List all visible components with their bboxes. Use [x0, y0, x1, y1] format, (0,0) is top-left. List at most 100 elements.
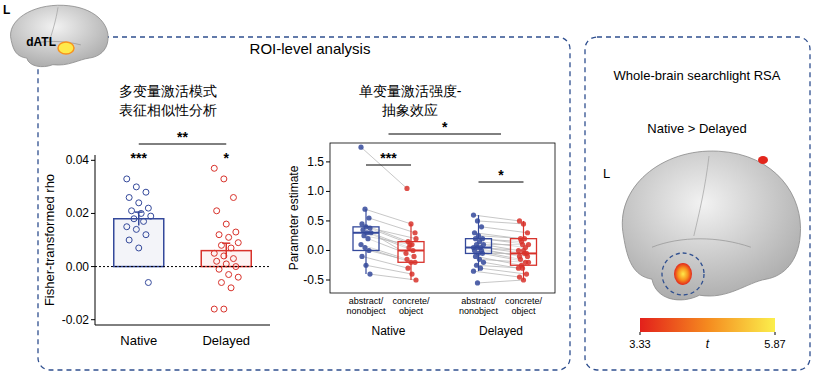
y-tick-label: 1.5: [307, 155, 324, 169]
colorbar-label: t: [706, 337, 710, 351]
subject-point: [226, 234, 232, 240]
subject-point: [235, 274, 241, 280]
subject-point: [136, 200, 142, 206]
contrast-label: Native > Delayed: [647, 121, 746, 136]
subject-point: [214, 208, 220, 214]
subject-point: [405, 266, 410, 271]
label-line: concrete/: [505, 296, 543, 306]
chart-title: 单变量激活强度-抽象效应: [359, 83, 462, 118]
subject-point: [133, 184, 139, 190]
subject-point: [471, 212, 476, 217]
significance: *: [224, 150, 230, 166]
subject-point: [411, 254, 416, 259]
rsa-chart: 多变量激活模式表征相似性分析-0.020.000.020.04Fisher-tr…: [42, 83, 270, 348]
subject-point: [478, 266, 483, 271]
subject-point: [403, 251, 408, 256]
subject-point: [520, 242, 525, 247]
pair-line: [478, 280, 524, 283]
subject-point: [228, 245, 234, 251]
subject-point: [221, 253, 227, 259]
pair-line: [361, 147, 407, 188]
whisker: [365, 250, 366, 274]
x-tick-label: abstract/nonobject: [459, 296, 499, 316]
whisker: [410, 262, 411, 280]
subject-point: [520, 266, 525, 271]
subject-point: [136, 245, 142, 251]
x-tick-label: Delayed: [202, 333, 250, 348]
subject-point: [365, 236, 370, 241]
pair-line: [474, 215, 520, 221]
significance: *: [442, 119, 448, 135]
roi-label: dATL: [26, 35, 56, 49]
subject-point: [218, 242, 224, 248]
subject-point: [523, 260, 528, 265]
zero-line: [95, 266, 270, 267]
subject-point: [228, 285, 234, 291]
subject-point: [516, 248, 521, 253]
subject-point: [359, 254, 364, 259]
colorbar-tick: [775, 332, 776, 335]
figure: LdATLROI-level analysis多变量激活模式表征相似性分析-0.…: [0, 0, 817, 382]
subject-point: [211, 250, 217, 256]
subject-point: [221, 176, 227, 182]
subject-point: [221, 306, 227, 312]
subject-point: [214, 258, 220, 264]
label-line: abstract/: [349, 296, 384, 306]
subject-point: [230, 256, 236, 262]
subject-point: [133, 226, 139, 232]
subject-point: [216, 232, 222, 238]
subject-point: [141, 218, 147, 224]
subject-point: [235, 240, 241, 246]
whisker: [410, 224, 411, 242]
colorbar-tick: [640, 332, 641, 335]
x-tick-label: Native: [120, 333, 157, 348]
subject-point: [223, 221, 229, 227]
subject-point: [366, 215, 371, 220]
subject-point: [233, 229, 239, 235]
brain-outline: [11, 5, 109, 66]
y-label: Parameter estimate: [287, 165, 301, 270]
roi-panel: [38, 37, 570, 370]
group-label: Native: [371, 324, 405, 338]
subject-point: [124, 176, 130, 182]
y-tick-label: 0.00: [66, 260, 90, 274]
subject-point: [409, 272, 414, 277]
box: [353, 227, 379, 251]
plot-area: [353, 145, 537, 286]
title-line: 多变量激活模式: [119, 83, 217, 99]
y-tick-label: -0.02: [62, 313, 90, 327]
pair-line: [370, 274, 416, 280]
subject-point: [363, 263, 368, 268]
y-tick: [91, 266, 95, 267]
subject-point: [524, 272, 529, 277]
y-tick: [91, 160, 95, 161]
subject-point: [124, 224, 130, 230]
group-label: Delayed: [479, 324, 523, 338]
subject-point: [368, 230, 373, 235]
subject-point: [126, 195, 132, 201]
title-line: 单变量激活强度-: [359, 83, 462, 99]
subject-point: [410, 248, 415, 253]
pair-line: [366, 265, 412, 274]
subject-point: [131, 216, 137, 222]
label-line: nonobject: [459, 306, 499, 316]
subject-point: [143, 189, 149, 195]
y-tick: [326, 191, 330, 192]
subject-point: [404, 186, 409, 191]
subject-point: [525, 230, 530, 235]
subject-point: [475, 280, 480, 285]
subject-point: [148, 213, 154, 219]
subject-point: [480, 251, 485, 256]
y-axis: [95, 155, 96, 325]
subject-point: [211, 306, 217, 312]
subject-point: [367, 272, 372, 277]
plot-frame: [330, 143, 555, 293]
subject-point: [145, 205, 151, 211]
subject-point: [145, 280, 151, 286]
subject-point: [138, 210, 144, 216]
pair-line: [365, 209, 411, 224]
subject-point: [471, 269, 476, 274]
subject-point: [223, 261, 229, 267]
roi-blob: [58, 42, 74, 54]
brain-outline: [622, 151, 800, 300]
